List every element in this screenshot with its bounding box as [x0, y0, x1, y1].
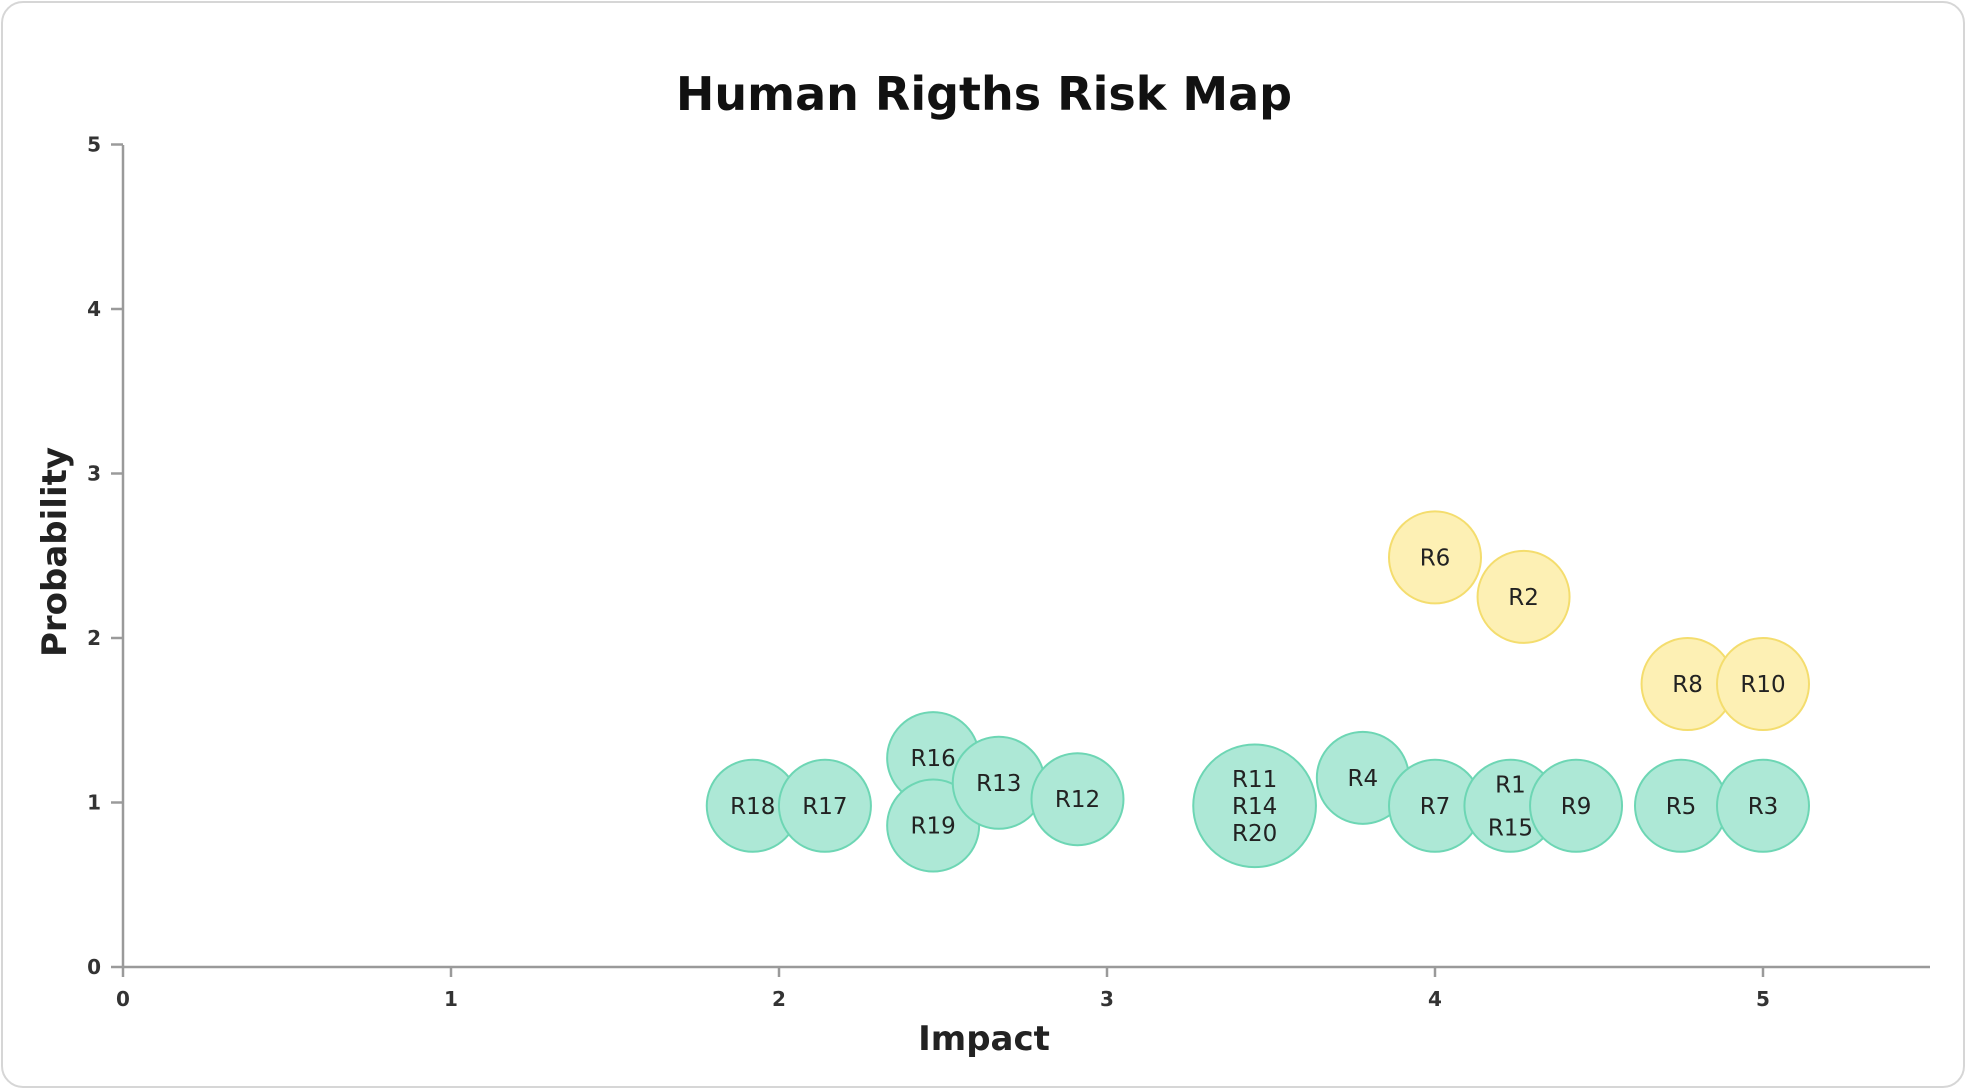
- risk-bubble[interactable]: R12: [1030, 752, 1125, 847]
- risk-bubble-label: R7: [1420, 794, 1451, 820]
- risk-bubble-label: R2: [1508, 585, 1539, 611]
- y-axis-title: Probability: [35, 447, 75, 657]
- risk-bubble-label: R15: [1488, 815, 1533, 841]
- risk-bubble-label: R3: [1748, 794, 1779, 820]
- risk-bubble[interactable]: R5: [1634, 758, 1728, 853]
- risk-bubble-label: R13: [976, 771, 1021, 797]
- risk-bubble[interactable]: R9: [1529, 758, 1624, 853]
- risk-bubble[interactable]: R3: [1716, 758, 1810, 853]
- risk-bubble[interactable]: R13: [951, 735, 1046, 830]
- risk-bubble[interactable]: R18: [705, 758, 800, 853]
- risk-bubble[interactable]: R1 R15: [1463, 758, 1558, 853]
- risk-bubble-label: R8: [1672, 672, 1703, 698]
- x-tick-label: 2: [772, 987, 786, 1011]
- risk-bubble-label: R14: [1232, 794, 1277, 820]
- chart-title: Human Rigths Risk Map: [676, 67, 1292, 121]
- y-tick-label: 3: [87, 462, 101, 486]
- risk-bubble-label: R10: [1740, 672, 1785, 698]
- risk-bubble-label: R19: [911, 814, 956, 840]
- risk-bubble[interactable]: R17: [777, 758, 872, 853]
- y-tick-label: 0: [87, 955, 101, 979]
- x-axis-ticks: 0 1 2 3 4 5: [116, 967, 1770, 1011]
- x-tick-label: 5: [1756, 987, 1770, 1011]
- risk-bubble-circle: [1716, 637, 1810, 732]
- x-tick-label: 1: [444, 987, 458, 1011]
- y-tick-label: 4: [87, 297, 101, 321]
- risk-bubble-circle: [1476, 549, 1571, 644]
- risk-bubble-label: R4: [1348, 766, 1379, 792]
- risk-bubble-label: R9: [1561, 794, 1592, 820]
- risk-bubble-circle: [1716, 758, 1810, 853]
- x-tick-label: 0: [116, 987, 130, 1011]
- y-tick-label: 2: [87, 626, 101, 650]
- risk-bubble-label: R17: [802, 794, 847, 820]
- y-tick-label: 1: [87, 791, 101, 815]
- y-axis-ticks: 0 1 2 3 4 5: [87, 133, 123, 979]
- risk-bubble[interactable]: R7: [1388, 758, 1482, 853]
- risk-bubble-label: R5: [1666, 794, 1697, 820]
- risk-bubble-circle: [777, 758, 872, 853]
- risk-bubble[interactable]: R19: [886, 778, 981, 873]
- y-tick-label: 5: [87, 133, 101, 157]
- risk-bubble-label: R6: [1420, 545, 1451, 571]
- risk-bubble-label: R1: [1495, 772, 1526, 798]
- risk-bubble-label: R20: [1232, 821, 1277, 847]
- risk-bubble-label: R16: [911, 746, 956, 772]
- risk-bubble-circle: [1030, 752, 1125, 847]
- x-axis-title: Impact: [918, 1019, 1050, 1059]
- risk-bubble-label: R11: [1232, 767, 1277, 793]
- risk-bubble-circle: [1388, 510, 1482, 605]
- risk-bubble-label: R12: [1055, 787, 1100, 813]
- risk-bubble[interactable]: R6: [1388, 510, 1482, 605]
- risk-bubble-circle: [1529, 758, 1624, 853]
- x-tick-label: 3: [1100, 987, 1114, 1011]
- risk-bubble[interactable]: R2: [1476, 549, 1571, 644]
- risk-bubble[interactable]: R10: [1716, 637, 1810, 732]
- risk-bubble-circle: [1192, 743, 1317, 869]
- risk-bubble[interactable]: R8: [1640, 637, 1735, 732]
- x-tick-label: 4: [1428, 987, 1442, 1011]
- risk-bubble-label: R18: [730, 794, 775, 820]
